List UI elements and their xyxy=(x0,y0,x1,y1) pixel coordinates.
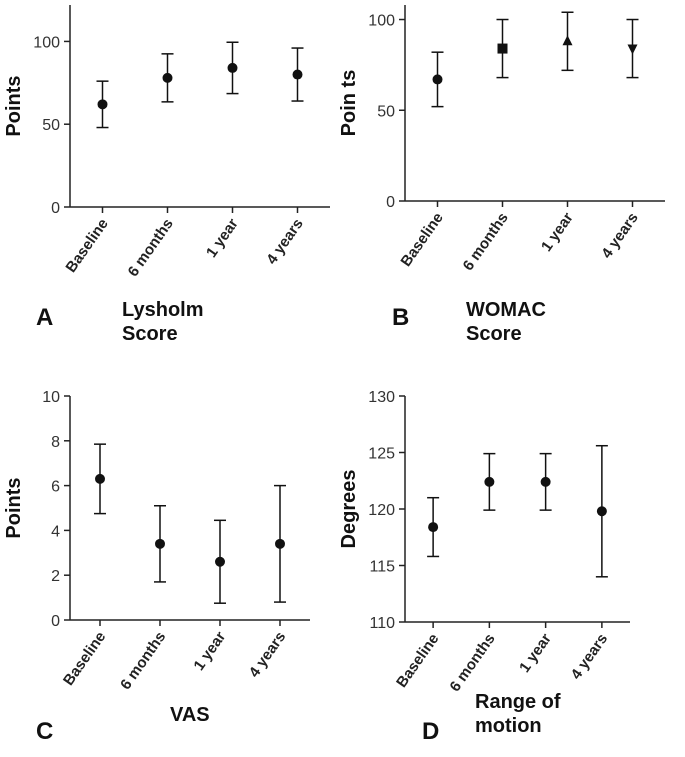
marker xyxy=(428,522,439,533)
y-tick-label: 2 xyxy=(51,568,60,585)
marker xyxy=(162,72,173,83)
y-axis-label: Degrees xyxy=(338,470,360,549)
x-tick-label: Baseline xyxy=(60,629,109,689)
y-tick-label: 0 xyxy=(51,613,60,630)
panel-letter: D xyxy=(422,718,440,745)
x-tick-label: Baseline xyxy=(62,216,111,276)
marker xyxy=(227,62,238,73)
marker xyxy=(215,556,225,567)
marker xyxy=(484,476,495,487)
y-tick-label: 130 xyxy=(368,389,395,406)
x-tick-label: 4 years xyxy=(263,216,307,268)
panel-letter: A xyxy=(36,304,54,331)
x-tick-label: 1 year xyxy=(516,630,555,675)
y-tick-label: 125 xyxy=(368,446,395,463)
panel-letter: C xyxy=(36,718,54,745)
marker xyxy=(275,538,285,549)
marker xyxy=(97,99,108,110)
x-tick-label: 1 year xyxy=(203,215,242,260)
marker xyxy=(155,538,165,549)
y-tick-label: 4 xyxy=(51,523,60,540)
y-tick-label: 10 xyxy=(42,389,60,406)
y-tick-label: 100 xyxy=(368,13,395,30)
y-axis-label: Poin ts xyxy=(338,70,360,137)
x-tick-label: 6 months xyxy=(460,210,512,274)
panel-title: WOMAC Score xyxy=(466,299,546,345)
y-tick-label: 50 xyxy=(42,117,60,134)
x-tick-label: 6 months xyxy=(117,629,169,693)
marker xyxy=(432,74,443,85)
y-axis-label: Points xyxy=(3,477,25,538)
y-tick-label: 120 xyxy=(368,502,395,519)
x-tick-label: Baseline xyxy=(397,210,446,270)
panel-title: Range of motion xyxy=(475,691,561,737)
panel-title: Lysholm Score xyxy=(122,299,204,345)
y-tick-label: 115 xyxy=(369,559,395,576)
panel-title: VAS xyxy=(170,704,210,726)
x-tick-label: 1 year xyxy=(190,628,229,673)
marker xyxy=(497,43,508,54)
x-tick-label: 4 years xyxy=(598,210,642,262)
marker xyxy=(95,473,105,484)
x-tick-label: 4 years xyxy=(246,629,290,681)
y-tick-label: 50 xyxy=(377,103,395,120)
y-axis-label: Points xyxy=(3,75,25,136)
x-tick-label: 1 year xyxy=(538,209,577,254)
y-tick-label: 100 xyxy=(33,34,60,51)
x-tick-label: 4 years xyxy=(568,631,612,683)
y-tick-label: 6 xyxy=(51,479,60,496)
marker xyxy=(292,69,303,80)
y-tick-label: 0 xyxy=(386,194,395,211)
y-tick-label: 0 xyxy=(51,200,60,217)
x-tick-label: Baseline xyxy=(393,631,442,691)
panel-letter: B xyxy=(392,304,410,331)
marker xyxy=(627,44,638,55)
x-tick-label: 6 months xyxy=(125,216,177,280)
y-tick-label: 8 xyxy=(51,434,60,451)
x-tick-label: 6 months xyxy=(446,631,498,695)
marker xyxy=(562,35,573,46)
y-tick-label: 110 xyxy=(369,615,395,632)
marker xyxy=(596,506,607,517)
marker xyxy=(540,476,551,487)
